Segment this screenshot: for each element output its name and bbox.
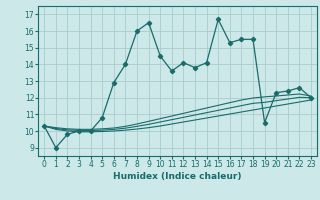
X-axis label: Humidex (Indice chaleur): Humidex (Indice chaleur) xyxy=(113,172,242,181)
